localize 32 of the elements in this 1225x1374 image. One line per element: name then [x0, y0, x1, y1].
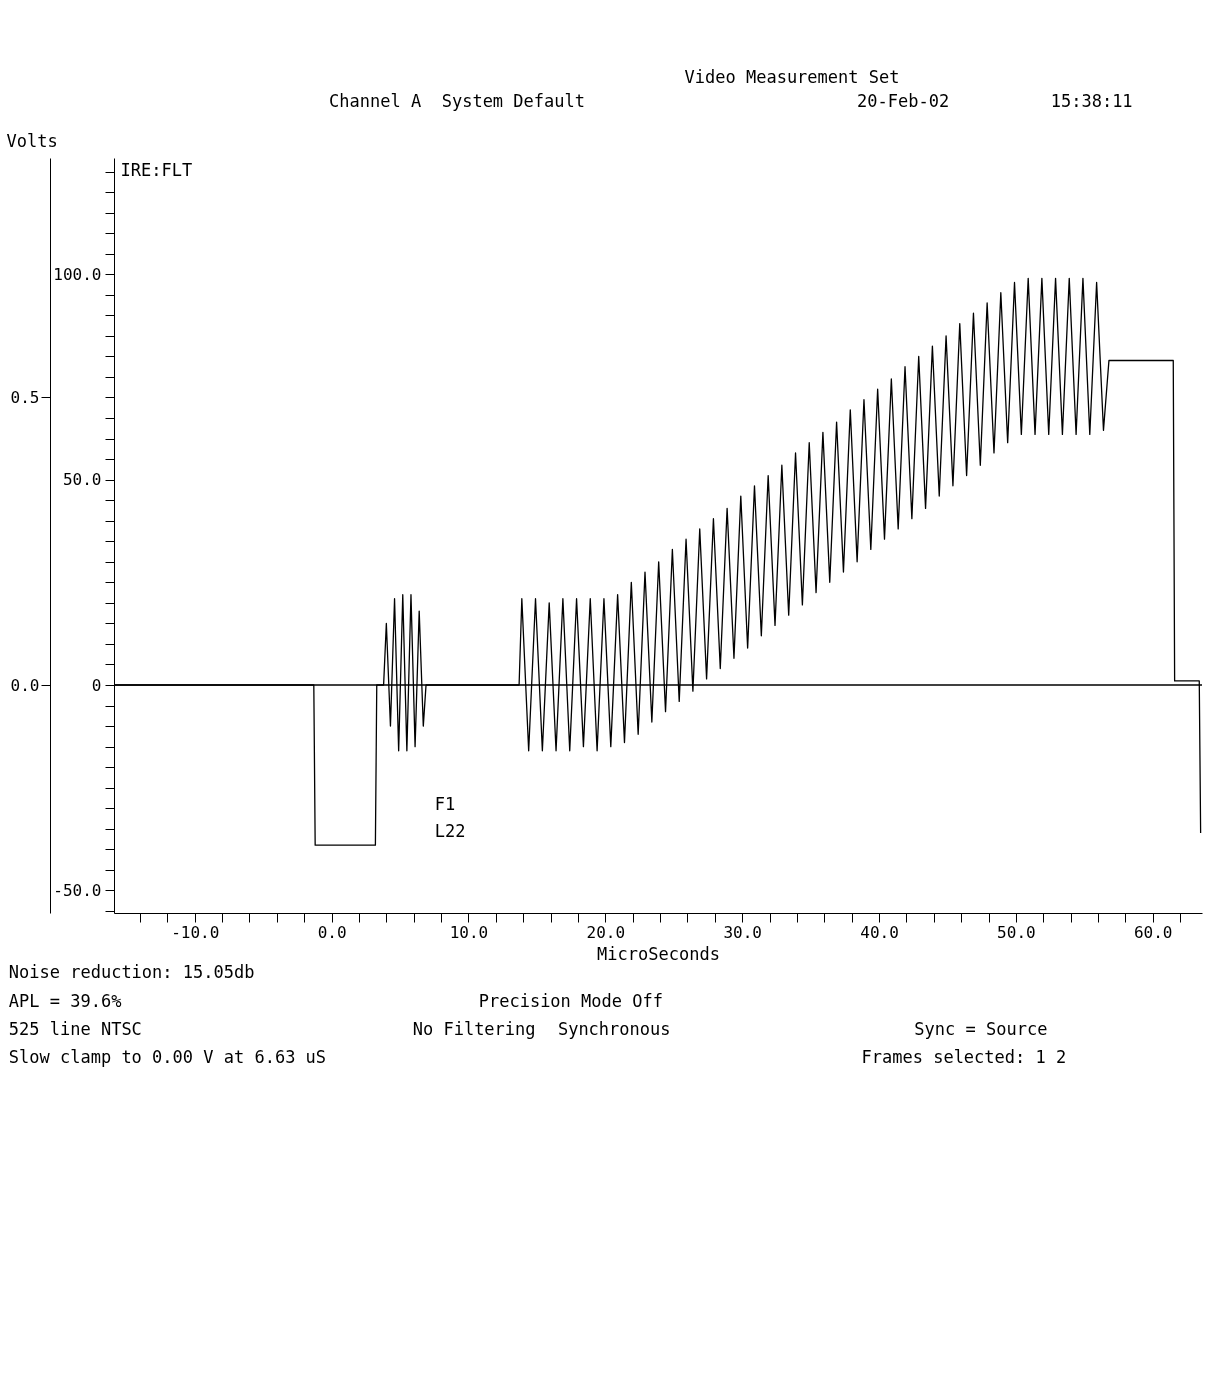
text: 15:38:11: [1050, 91, 1133, 112]
text: Channel A System Default: [329, 91, 585, 112]
text: No Filtering: [412, 1018, 536, 1039]
y-tick-label: 100.0: [53, 264, 102, 284]
y-axis-title: IRE:FLT: [120, 159, 193, 180]
x-axis-title: MicroSeconds: [597, 943, 720, 964]
text: Frames selected: 1 2: [861, 1046, 1067, 1067]
x-tick-label: 0.0: [317, 922, 347, 942]
text: Noise reduction: 15.05db: [8, 962, 255, 983]
x-tick-label: 30.0: [723, 922, 762, 942]
x-tick-label: 20.0: [586, 922, 626, 942]
y2-tick-label: 0.5: [10, 387, 40, 407]
text: Synchronous: [557, 1018, 671, 1039]
x-tick-label: 40.0: [860, 922, 899, 942]
text: 525 line NTSC: [8, 1018, 142, 1039]
text: APL = 39.6%: [8, 990, 122, 1011]
y-tick-label: 50.0: [62, 470, 102, 490]
y2-tick-label: 0.0: [10, 675, 40, 695]
x-tick-label: -10.0: [171, 922, 220, 942]
y2-axis-title: Volts: [6, 130, 58, 151]
annotation: L22: [434, 820, 466, 841]
text: Slow clamp to 0.00 V at 6.63 uS: [8, 1046, 327, 1067]
y-tick-label: -50.0: [53, 880, 102, 900]
text: Sync = Source: [914, 1018, 1048, 1039]
x-tick-label: 50.0: [997, 922, 1036, 942]
x-tick-label: 10.0: [449, 922, 489, 942]
text: 20-Feb-02: [857, 91, 950, 112]
text: Precision Mode Off: [478, 990, 663, 1011]
annotation: F1: [434, 794, 456, 815]
y-tick-label: 0: [91, 675, 102, 695]
x-tick-label: 60.0: [1133, 922, 1173, 942]
chart-title: Video Measurement Set: [684, 66, 900, 87]
